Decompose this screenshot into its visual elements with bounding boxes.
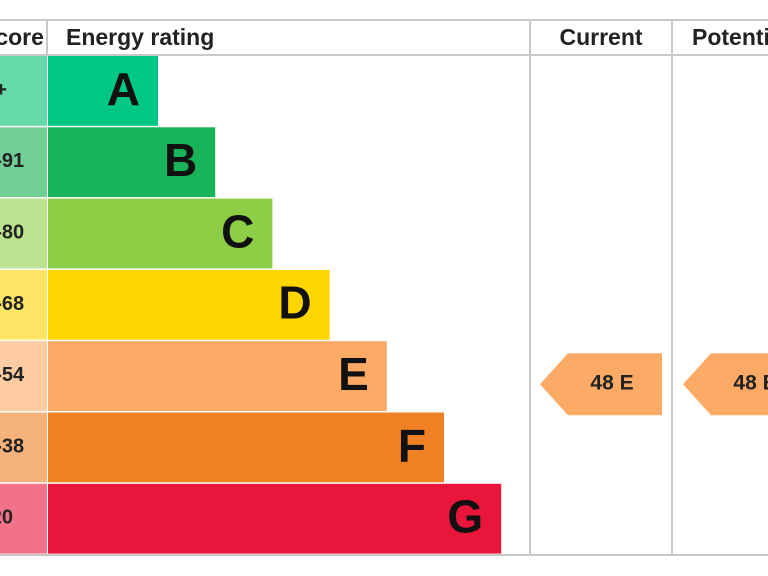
score-cell (0, 483, 47, 554)
band-letter: G (447, 491, 483, 543)
current-label: 48 E (590, 372, 633, 395)
score-range: 81-91 (0, 150, 24, 172)
score-range: 1-20 (0, 507, 13, 529)
rating-bar (48, 56, 158, 126)
rating-bar (48, 341, 387, 411)
band-letter: D (278, 277, 311, 329)
score-range: 55-68 (0, 293, 24, 315)
score-range: 69-80 (0, 222, 24, 244)
band-letter: C (221, 205, 254, 257)
current-arrow (540, 353, 662, 416)
header-rating: Energy rating (66, 24, 214, 50)
score-cell (0, 56, 47, 126)
score-range: 92+ (0, 79, 7, 101)
score-range: 21-38 (0, 435, 24, 457)
header-current: Current (559, 24, 642, 50)
score-cell (0, 341, 47, 411)
score-cell (0, 269, 47, 340)
header-potential: Potential (692, 24, 768, 50)
rating-bar (48, 127, 216, 198)
rating-bar (48, 198, 273, 269)
score-cell (0, 127, 47, 198)
score-cell (0, 198, 47, 269)
potential-label: 48 E (733, 372, 768, 395)
rating-bar (48, 483, 502, 554)
potential-arrow (683, 353, 768, 416)
score-range: 39-54 (0, 364, 25, 386)
band-letter: F (398, 419, 426, 471)
band-letter: B (164, 134, 197, 186)
header-score: Score (0, 24, 44, 50)
band-letter: A (107, 63, 140, 115)
rating-bar (48, 412, 444, 483)
rating-bar (48, 269, 330, 340)
band-letter: E (338, 348, 369, 400)
score-cell (0, 412, 47, 483)
